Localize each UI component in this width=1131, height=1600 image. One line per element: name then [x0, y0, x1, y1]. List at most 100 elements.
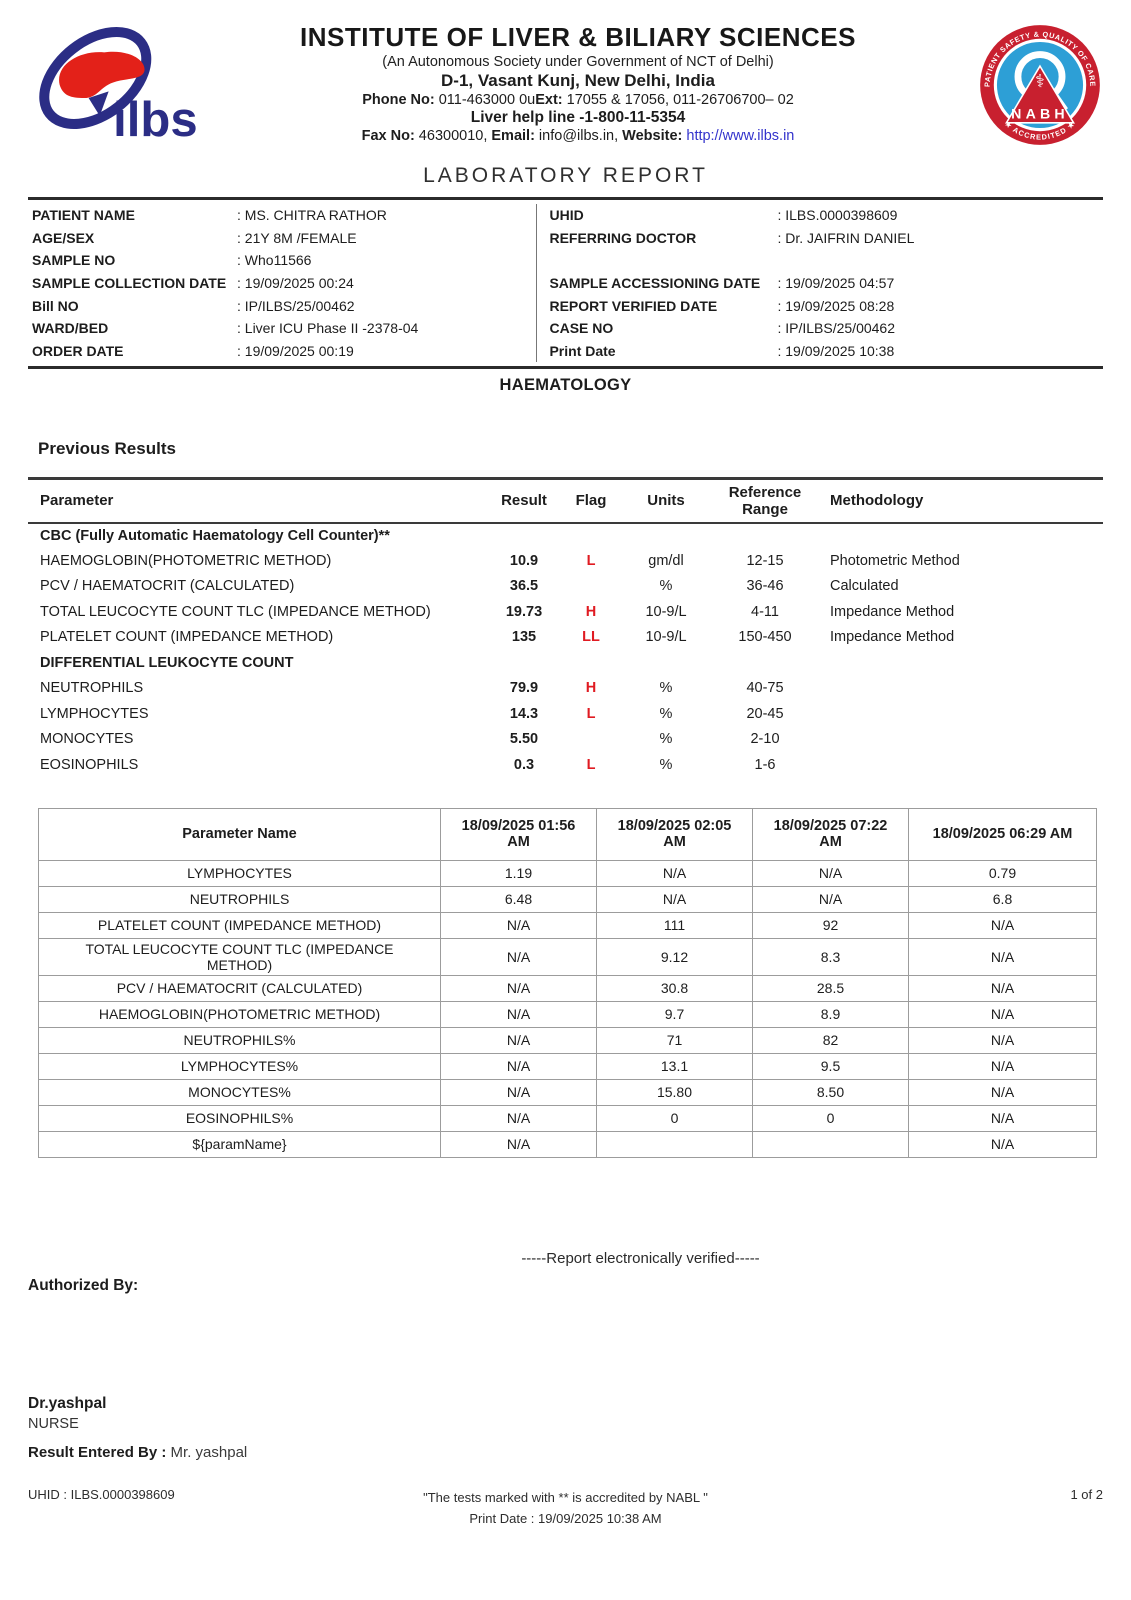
patient-info-right: UHID: ILBS.0000398609 REFERRING DOCTOR: D…: [536, 204, 1103, 363]
history-value-cell: 30.8: [596, 974, 753, 1002]
ext-value: 17055 & 17056, 011-26706700– 02: [562, 92, 794, 108]
institute-subtitle: (An Autonomous Society under Government …: [382, 54, 774, 70]
result-cell: 5.50: [509, 731, 539, 748]
email-value: info@ilbs.in,: [534, 128, 619, 144]
result-row: PLATELET COUNT (IMPEDANCE METHOD) 135 LL 10…: [28, 625, 1103, 651]
info-value: : ILBS.0000398609: [777, 207, 898, 224]
nabh-logo: ⚕ NABH PATIENT SAFETY & QUALITY OF CARE …: [953, 20, 1103, 148]
fax-label: Fax No:: [361, 128, 415, 144]
fax-value: 46300010,: [414, 128, 488, 144]
result-row: EOSINOPHILS 0.3 L% 1-6: [28, 752, 1103, 778]
signatory-block: Dr.yashpal NURSE Result Entered By : Mr.…: [28, 1395, 1103, 1461]
info-value: : 19/09/2025 00:19: [237, 342, 354, 359]
column-header: Units: [622, 477, 710, 524]
history-value-cell: 8.3: [752, 937, 909, 976]
section-row: CBC (Fully Automatic Haematology Cell Co…: [28, 523, 1103, 549]
department-title: HAEMATOLOGY: [499, 376, 632, 395]
nabh-name: NABH: [1011, 107, 1069, 123]
units-cell: %: [659, 705, 673, 722]
column-header: Reference Range: [710, 477, 820, 524]
methodology-cell: Impedance Method: [830, 603, 955, 620]
history-value-cell: 0: [596, 1104, 753, 1132]
param-cell: LYMPHOCYTES: [40, 705, 149, 722]
history-row: HAEMOGLOBIN(PHOTOMETRIC METHOD) N/A 9.7 8.9…: [38, 1000, 1097, 1028]
info-label: SAMPLE NO: [32, 252, 116, 269]
result-row: LYMPHOCYTES 14.3 L% 20-45: [28, 701, 1103, 727]
history-value-cell: 1.19: [440, 859, 597, 887]
methodology-cell: Photometric Method: [830, 552, 960, 569]
param-cell: EOSINOPHILS: [40, 756, 139, 773]
ilbs-logo: ilbs: [28, 20, 203, 151]
history-value-cell: 82: [752, 1026, 909, 1054]
history-value-cell: N/A: [440, 1104, 597, 1132]
flag-cell: [560, 574, 622, 600]
history-row: TOTAL LEUCOCYTE COUNT TLC (IMPEDANCE MET…: [38, 937, 1097, 976]
units-cell: 10-9/L: [645, 629, 687, 646]
history-value-cell: 15.80: [596, 1078, 753, 1106]
institute-info: INSTITUTE OF LIVER & BILIARY SCIENCES (A…: [203, 20, 953, 144]
range-cell: 40-75: [746, 680, 784, 697]
authorized-by-label: Authorized By:: [28, 1276, 139, 1294]
methodology-cell: [820, 752, 1103, 778]
info-label: CASE NO: [549, 320, 614, 337]
history-row: PCV / HAEMATOCRIT (CALCULATED) N/A 30.8 28.…: [38, 974, 1097, 1002]
history-row: ${paramName} N/A N/A: [38, 1130, 1097, 1158]
methodology-cell: [820, 701, 1103, 727]
patient-info-row: ORDER DATE : 19/09/2025 00:19: [32, 340, 532, 363]
footer-center: "The tests marked with ** is accredited …: [28, 1487, 1103, 1530]
history-value-cell: N/A: [440, 1130, 597, 1158]
history-value-cell: N/A: [908, 1000, 1097, 1028]
history-value-cell: N/A: [440, 974, 597, 1002]
history-value-cell: N/A: [908, 974, 1097, 1002]
history-value-cell: [596, 1130, 753, 1158]
column-header: Flag: [560, 477, 622, 524]
flag-cell: LL: [582, 629, 600, 646]
patient-info-row: SAMPLE COLLECTION DATE: 19/09/2025 00:24: [32, 272, 532, 295]
history-param-cell: PLATELET COUNT (IMPEDANCE METHOD): [38, 911, 441, 939]
history-value-cell: N/A: [596, 859, 753, 887]
flag-cell: L: [586, 705, 596, 722]
range-cell: 2-10: [750, 731, 780, 748]
history-column-header: 18/09/2025 07:22 AM: [752, 807, 909, 861]
info-value: : 19/09/2025 08:28: [777, 297, 895, 314]
range-cell: 150-450: [738, 629, 792, 646]
patient-info-row: [549, 249, 1099, 272]
column-header: Methodology: [820, 477, 1103, 524]
history-param-cell: LYMPHOCYTES%: [38, 1052, 441, 1080]
result-cell: 14.3: [509, 705, 539, 722]
history-value-cell: N/A: [752, 885, 909, 913]
history-column-header: Parameter Name: [38, 807, 441, 861]
history-row: MONOCYTES% N/A 15.80 8.50 N/A: [38, 1078, 1097, 1106]
patient-info-row: SAMPLE NO: Who11566: [32, 249, 532, 272]
info-value: : 19/09/2025 00:24: [237, 275, 354, 292]
result-cell: 0.3: [513, 756, 535, 773]
ilbs-logo-icon: ilbs: [39, 26, 198, 147]
footer-page-number: 1 of 2: [1070, 1486, 1103, 1502]
entered-by-label: Result Entered By :: [28, 1443, 167, 1461]
range-cell: 20-45: [746, 705, 784, 722]
history-value-cell: 92: [752, 911, 909, 939]
info-label: Bill NO: [32, 297, 79, 314]
nabh-emblem-icon: ⚕: [1035, 71, 1045, 92]
units-cell: %: [659, 731, 673, 748]
liver-helpline: Liver help line -1-800-11-5354: [470, 109, 686, 126]
history-value-cell: 71: [596, 1026, 753, 1054]
history-value-cell: N/A: [596, 885, 753, 913]
history-value-cell: N/A: [440, 1078, 597, 1106]
website-link[interactable]: http://www.ilbs.in: [686, 128, 795, 144]
history-row: LYMPHOCYTES% N/A 13.1 9.5 N/A: [38, 1052, 1097, 1080]
patient-info-row: PATIENT NAME: MS. CHITRA RATHOR: [32, 204, 532, 227]
history-value-cell: 111: [596, 911, 753, 939]
methodology-cell: Calculated: [830, 578, 899, 595]
history-value-cell: N/A: [908, 1026, 1097, 1054]
history-value-cell: 9.12: [596, 937, 753, 976]
history-value-cell: 13.1: [596, 1052, 753, 1080]
info-label: ORDER DATE: [32, 342, 124, 359]
info-label: REFERRING DOCTOR: [549, 229, 697, 246]
result-cell: 10.9: [509, 552, 539, 569]
history-value-cell: 9.7: [596, 1000, 753, 1028]
methodology-cell: [820, 676, 1103, 702]
history-value-cell: 0.79: [908, 859, 1097, 887]
results-table: Parameter Result Flag Units Reference Range M…: [28, 477, 1103, 778]
